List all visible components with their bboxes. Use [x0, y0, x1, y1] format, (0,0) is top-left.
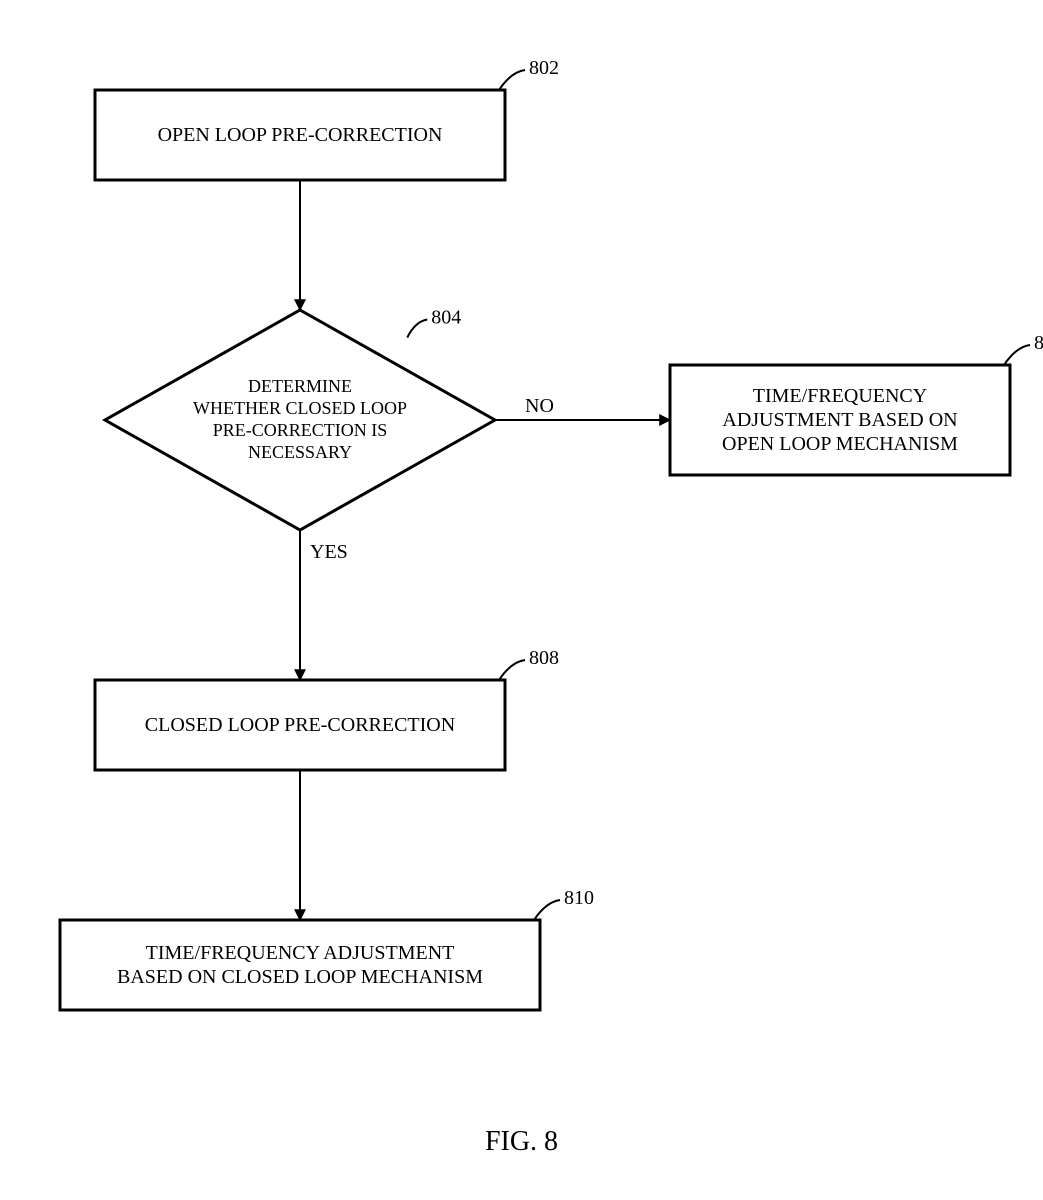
node-n810: TIME/FREQUENCY ADJUSTMENTBASED ON CLOSED… [60, 887, 594, 1010]
svg-text:NECESSARY: NECESSARY [248, 442, 352, 462]
svg-text:PRE-CORRECTION IS: PRE-CORRECTION IS [213, 420, 388, 440]
svg-text:ADJUSTMENT BASED ON: ADJUSTMENT BASED ON [722, 409, 957, 431]
node-n802: OPEN LOOP PRE-CORRECTION 802 [95, 57, 559, 180]
svg-text:YES: YES [310, 541, 348, 563]
svg-text:TIME/FREQUENCY: TIME/FREQUENCY [753, 385, 927, 407]
svg-text:NO: NO [525, 395, 554, 417]
node-n806: TIME/FREQUENCYADJUSTMENT BASED ONOPEN LO… [670, 332, 1043, 475]
svg-text:TIME/FREQUENCY ADJUSTMENT: TIME/FREQUENCY ADJUSTMENT [146, 942, 455, 964]
svg-text:810: 810 [564, 887, 594, 909]
svg-text:806: 806 [1034, 332, 1043, 354]
svg-text:804: 804 [431, 307, 461, 329]
svg-text:CLOSED LOOP PRE-CORRECTION: CLOSED LOOP PRE-CORRECTION [145, 714, 455, 736]
svg-text:808: 808 [529, 647, 559, 669]
svg-text:802: 802 [529, 57, 559, 79]
node-n804: DETERMINEWHETHER CLOSED LOOPPRE-CORRECTI… [105, 307, 495, 531]
svg-text:OPEN LOOP PRE-CORRECTION: OPEN LOOP PRE-CORRECTION [158, 124, 443, 146]
svg-text:OPEN LOOP MECHANISM: OPEN LOOP MECHANISM [722, 433, 958, 455]
svg-text:BASED ON CLOSED LOOP MECHANISM: BASED ON CLOSED LOOP MECHANISM [117, 966, 483, 988]
svg-text:DETERMINE: DETERMINE [248, 376, 352, 396]
node-n808: CLOSED LOOP PRE-CORRECTION 808 [95, 647, 559, 770]
figure-label: FIG. 8 [485, 1126, 558, 1157]
svg-text:WHETHER CLOSED LOOP: WHETHER CLOSED LOOP [193, 398, 407, 418]
